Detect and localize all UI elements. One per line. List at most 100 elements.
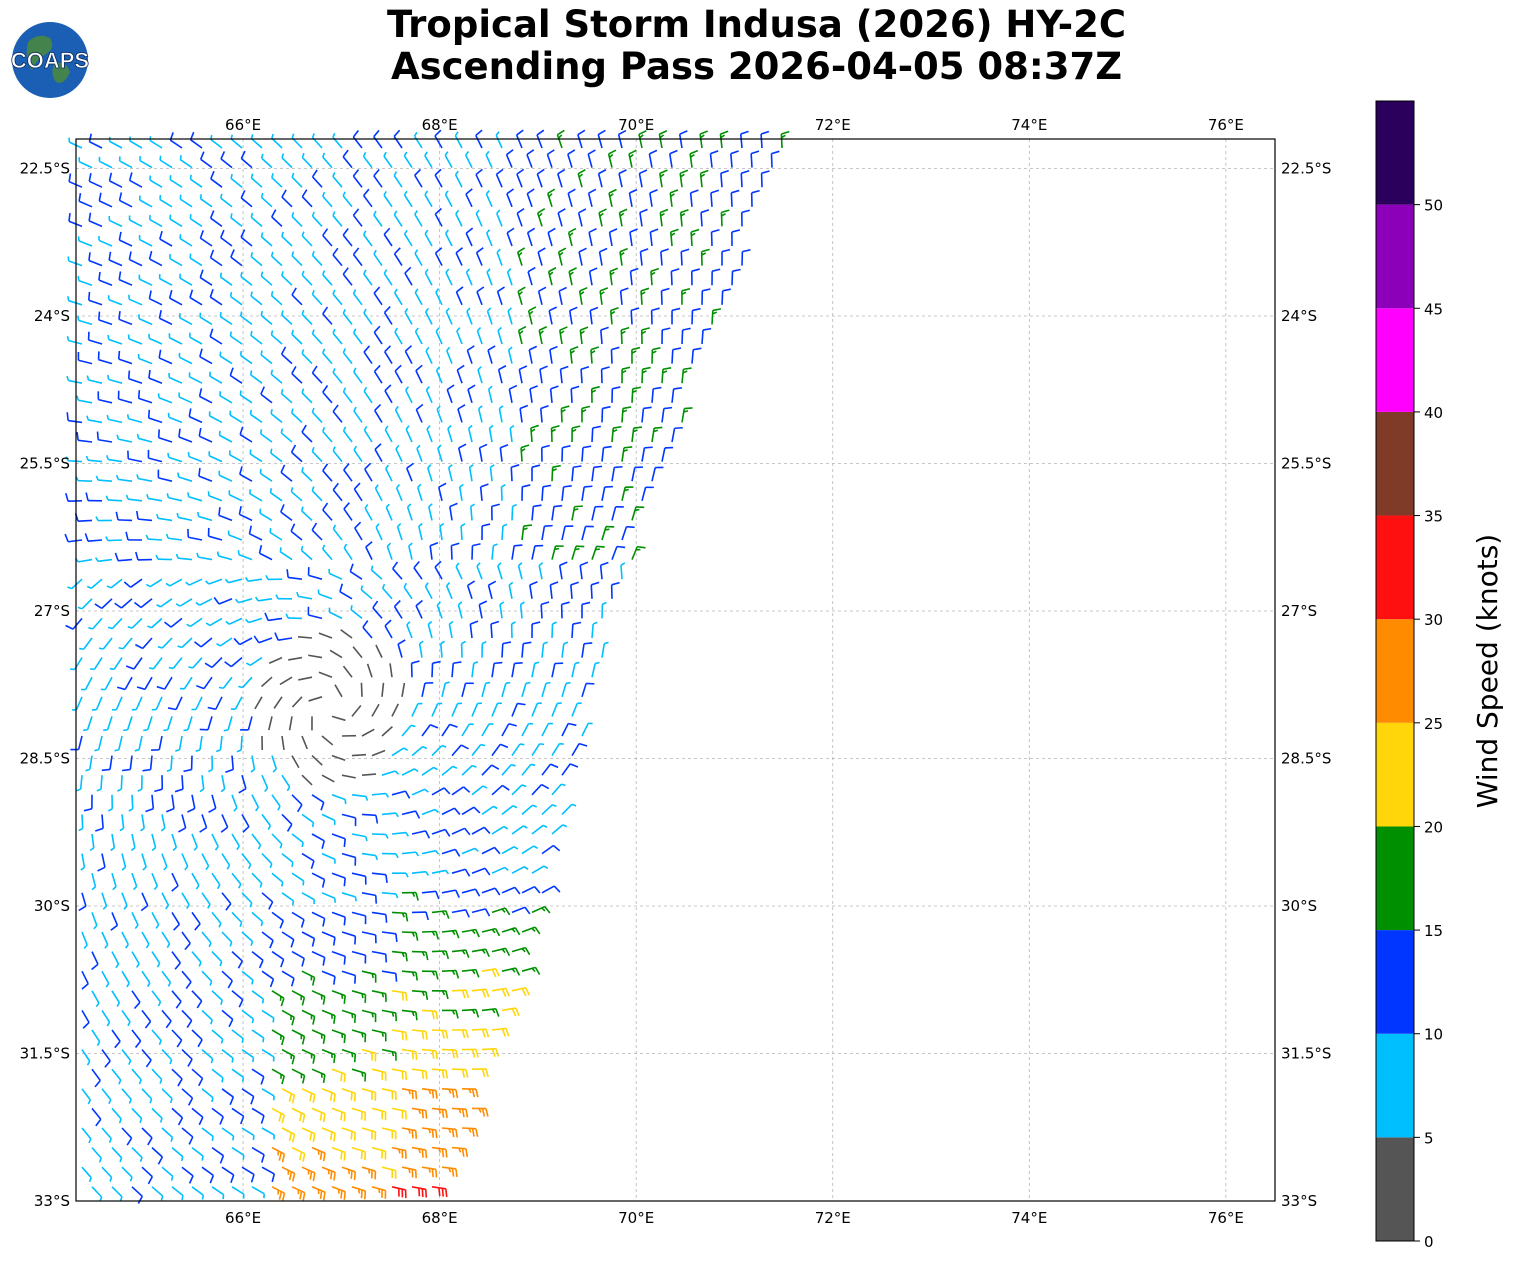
wind-barb [230, 696, 243, 710]
barb-flag [166, 493, 170, 498]
wind-barb [241, 1127, 255, 1140]
barb-flag [250, 173, 254, 179]
barb-staff [521, 683, 527, 698]
barb-flag [128, 251, 132, 260]
barb-flag [106, 1021, 111, 1027]
wind-barb [95, 475, 113, 482]
barb-staff [631, 546, 639, 560]
barb-staff [731, 271, 734, 286]
barb-staff [144, 676, 153, 690]
wind-barb [461, 1088, 479, 1098]
wind-barb [401, 810, 421, 819]
barb-staff [587, 153, 593, 168]
wind-barb [342, 387, 353, 404]
wind-barb [577, 129, 586, 149]
barb-staff [210, 217, 223, 228]
wind-barb [548, 306, 557, 325]
wind-barb [288, 716, 293, 731]
barb-staff [254, 696, 263, 710]
barb-staff [311, 411, 323, 423]
barb-flag [619, 247, 628, 253]
wind-barb [84, 533, 103, 542]
barb-staff [481, 683, 487, 698]
wind-barb [391, 1107, 407, 1120]
barb-staff [571, 703, 578, 717]
wind-barb [332, 482, 343, 502]
barb-staff [201, 931, 212, 944]
wind-barb [291, 911, 305, 928]
wind-barb [291, 1029, 306, 1045]
barb-staff [227, 716, 233, 731]
barb-staff [191, 990, 203, 1002]
barb-flag [441, 990, 446, 996]
barb-flag [475, 129, 483, 137]
barb-staff [501, 805, 514, 816]
barb-flag [360, 1189, 363, 1199]
wind-barb [261, 970, 275, 988]
barb-flag [411, 660, 420, 664]
wind-barb [221, 931, 233, 947]
wind-barb [322, 348, 333, 365]
barb-flag [619, 208, 628, 214]
wind-barb [189, 253, 203, 267]
barb-staff [291, 1107, 305, 1116]
wind-barb [211, 1146, 225, 1164]
barb-staff [361, 773, 377, 776]
wind-barb [465, 268, 473, 286]
wind-barb [391, 703, 400, 717]
barb-flag [391, 1051, 395, 1057]
barb-staff [567, 153, 573, 168]
barb-staff [158, 357, 173, 365]
barb-flag [689, 149, 699, 155]
barb-flag [195, 884, 200, 890]
wind-barb [501, 1007, 520, 1017]
wind-barb [641, 446, 653, 462]
wind-barb [253, 635, 273, 644]
barb-staff [384, 351, 393, 365]
barb-staff [161, 1009, 172, 1022]
barb-staff [78, 200, 93, 208]
barb-flag [465, 188, 473, 195]
wind-barb [286, 569, 303, 580]
wind-barb [577, 208, 587, 227]
wind-barb [361, 852, 379, 861]
barb-staff [121, 853, 127, 868]
wind-barb [151, 1147, 164, 1165]
barb-staff [291, 294, 303, 306]
barb-flag [568, 227, 577, 234]
barb-staff [471, 785, 484, 796]
barb-staff [188, 536, 203, 541]
wind-barb [631, 466, 644, 482]
wind-barb [97, 351, 113, 365]
barb-flag [311, 446, 315, 452]
wind-barb [599, 561, 609, 580]
barb-staff [291, 911, 305, 921]
barb-flag [159, 1079, 163, 1084]
barb-flag [127, 1021, 131, 1027]
wind-barb [87, 331, 103, 345]
barb-staff [229, 414, 243, 424]
barb-staff [618, 173, 623, 188]
wind-barb [469, 620, 479, 639]
barb-staff [351, 1107, 366, 1114]
barb-staff [269, 531, 283, 541]
wind-barb [341, 1048, 357, 1063]
barb-flag [591, 581, 600, 586]
barb-staff [431, 745, 443, 757]
barb-staff [332, 254, 343, 267]
barb-staff [521, 926, 536, 933]
barb-staff [68, 379, 83, 384]
wind-barb [441, 848, 461, 857]
barb-staff [370, 569, 383, 580]
barb-flag [495, 1008, 500, 1017]
barb-staff [181, 1127, 194, 1138]
barb-flag [163, 728, 168, 732]
barb-staff [77, 519, 93, 522]
barb-staff [352, 253, 363, 267]
wind-barb [521, 966, 541, 975]
barb-flag [163, 866, 168, 871]
barb-staff [260, 433, 273, 443]
barb-staff [138, 318, 153, 326]
barb-staff [491, 703, 499, 717]
barb-flag [604, 641, 609, 645]
